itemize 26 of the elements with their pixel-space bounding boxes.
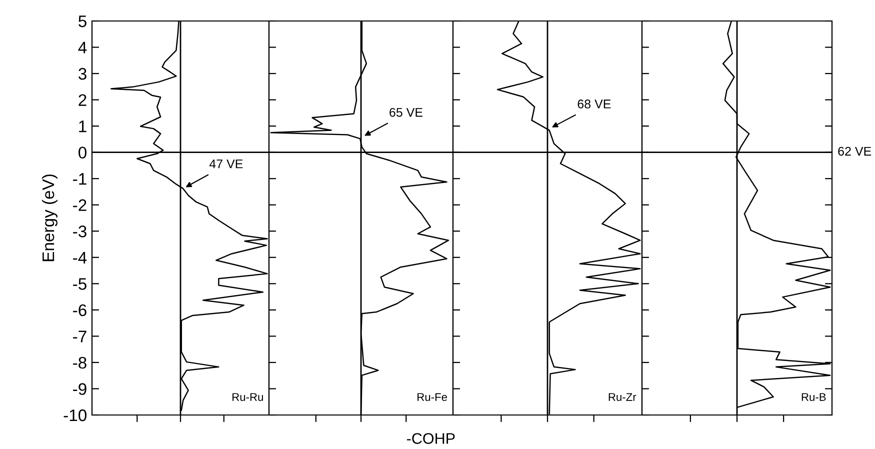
annotation: 68 VE (578, 100, 611, 108)
text: Ru-Fe (418, 393, 447, 401)
y-tick-label: -6 (73, 304, 86, 316)
annotation: 47 VE (209, 160, 243, 168)
y-tick-label: 4 (78, 42, 87, 54)
y-tick-label: 3 (78, 68, 86, 80)
text: Ru-Zr (608, 393, 636, 401)
y-tick-label: -10 (64, 409, 86, 422)
y-tick-label: 1 (79, 120, 86, 132)
ref-line-label: 62 VE (838, 146, 872, 156)
x-axis-title: -COHP (406, 433, 455, 444)
y-tick-label: -2 (73, 199, 86, 211)
y-tick-label: -5 (73, 278, 86, 290)
y-tick-label: 2 (78, 94, 86, 106)
y-tick-label: -3 (73, 226, 86, 238)
y-tick-label: 0 (78, 146, 86, 159)
y-tick-label: -4 (73, 252, 87, 264)
y-tick-label: -8 (73, 356, 86, 369)
y-tick-label: -7 (73, 330, 86, 342)
y-tick-label: -9 (73, 383, 86, 395)
y-axis-title: Energy (eV) (42, 174, 58, 262)
text: Ru-Ru (232, 393, 263, 401)
y-tick-label: 5 (78, 16, 86, 28)
text: Ru-B (802, 393, 826, 401)
y-tick-label: -1 (73, 173, 86, 185)
annotation: 65 VE (390, 108, 422, 117)
